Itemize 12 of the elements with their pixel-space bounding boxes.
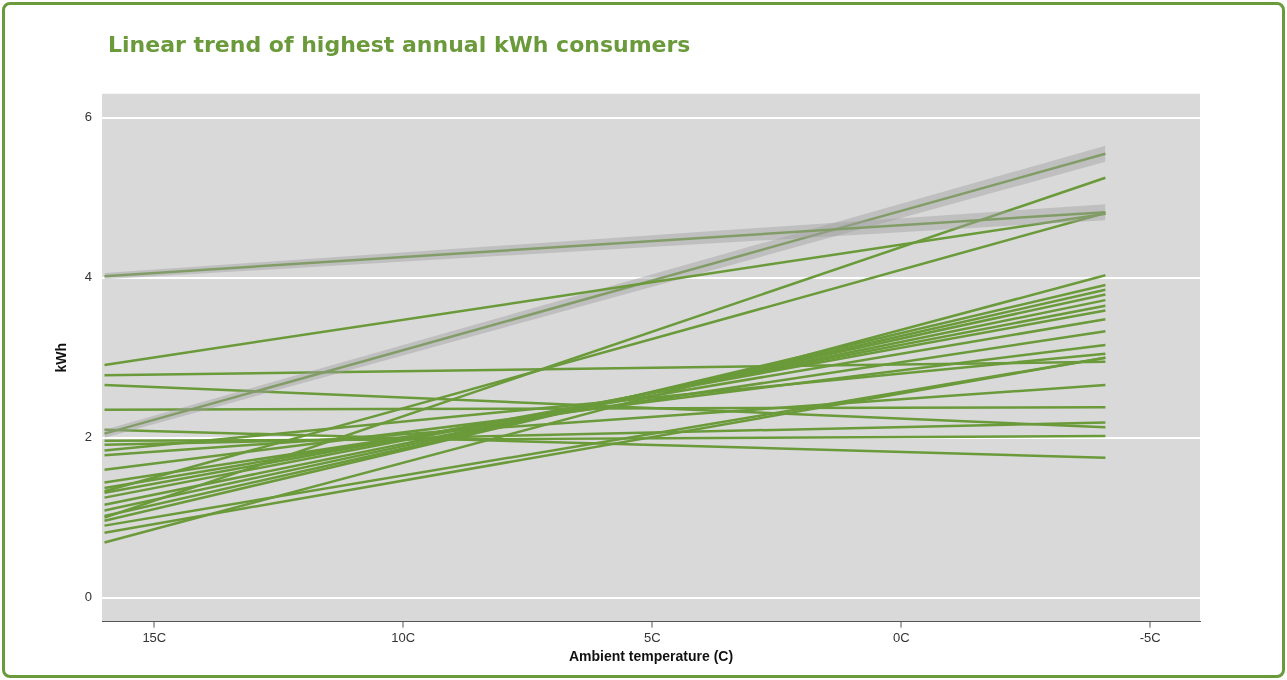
y-tick-label: 2 — [84, 429, 93, 445]
chart-title: Linear trend of highest annual kWh consumers — [108, 32, 691, 57]
x-tick-label: 0C — [892, 629, 910, 645]
x-tick-label: -5C — [1139, 629, 1161, 645]
y-tick-label: 6 — [84, 109, 93, 125]
y-tick-label: 0 — [84, 589, 93, 605]
x-axis-title: Ambient temperature (C) — [568, 648, 734, 665]
x-tick-label: 15C — [142, 629, 167, 645]
y-axis-title: kWh — [53, 342, 70, 373]
x-tick-label: 5C — [643, 629, 661, 645]
x-tick-label: 10C — [391, 629, 416, 645]
y-tick-label: 4 — [84, 269, 93, 285]
